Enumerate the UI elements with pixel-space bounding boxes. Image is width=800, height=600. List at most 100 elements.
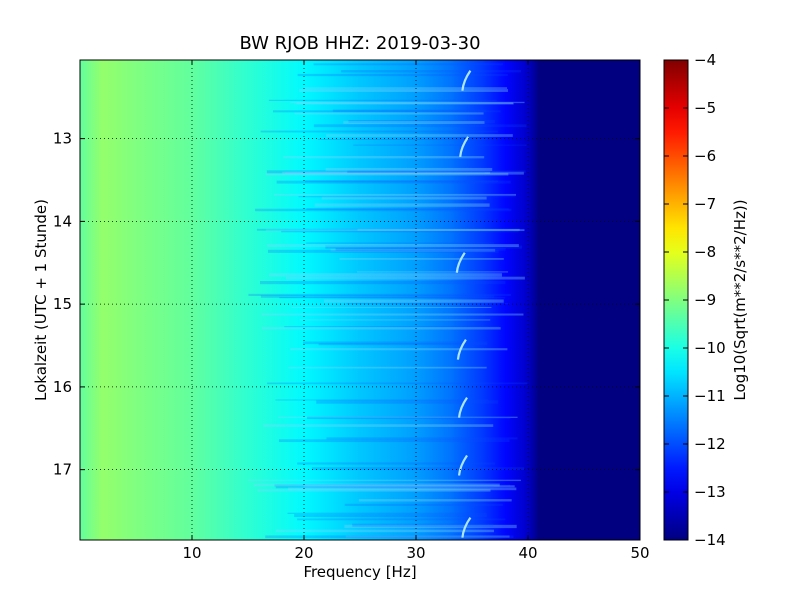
- time-band: [266, 170, 485, 174]
- colorbar-tick-label: −5: [694, 99, 716, 117]
- colorbar-tick-label: −4: [694, 51, 716, 69]
- time-band: [279, 297, 506, 299]
- time-band: [265, 229, 525, 232]
- time-band: [278, 416, 518, 418]
- time-band: [325, 245, 523, 249]
- time-band: [348, 120, 496, 124]
- time-band: [330, 248, 496, 252]
- time-band: [311, 467, 525, 471]
- colorbar-tick-label: −7: [694, 195, 716, 213]
- colorbar-tick-label: −14: [694, 531, 726, 549]
- time-band: [297, 73, 508, 77]
- time-band: [268, 99, 497, 101]
- time-band: [346, 303, 510, 305]
- colorbar-tick-label: −9: [694, 291, 716, 309]
- grid-lines: [80, 60, 640, 540]
- time-band: [282, 171, 524, 175]
- y-tick-label: 14: [53, 212, 72, 230]
- time-band: [326, 437, 518, 440]
- time-band: [345, 535, 510, 538]
- x-tick-label: 50: [630, 544, 649, 562]
- colorbar-tick-label: −12: [694, 435, 726, 453]
- tonal-line-event: [457, 396, 468, 418]
- time-band: [294, 112, 484, 115]
- time-band: [261, 313, 524, 316]
- tonal-line-event: [461, 70, 472, 91]
- time-band: [281, 230, 519, 233]
- time-band: [313, 63, 503, 66]
- time-band: [285, 171, 491, 175]
- time-band: [261, 327, 501, 330]
- time-band: [296, 102, 514, 105]
- y-axis-label: Lokalzeit (UTC + 1 Stunde): [32, 199, 50, 401]
- y-tick-label: 15: [53, 295, 72, 313]
- time-band: [317, 139, 488, 141]
- time-band: [344, 503, 503, 506]
- time-band: [284, 326, 500, 328]
- time-band: [287, 512, 487, 514]
- tonal-line-event: [461, 516, 472, 538]
- tonal-line-event: [457, 454, 468, 476]
- colorbar-tick-label: −11: [694, 387, 726, 405]
- time-band: [275, 529, 494, 533]
- time-band: [248, 293, 511, 296]
- colorbar-tick-label: −6: [694, 147, 716, 165]
- time-band: [263, 424, 494, 427]
- time-band: [260, 130, 498, 133]
- colorbar-label: Log10(Sqrt(m**2/s**2/Hz)): [731, 199, 749, 400]
- time-band: [291, 306, 492, 309]
- time-band: [256, 228, 525, 231]
- time-band: [303, 341, 488, 345]
- time-band: [278, 439, 510, 443]
- time-band: [344, 524, 517, 529]
- time-row-bands: [248, 63, 528, 539]
- time-band: [283, 156, 485, 159]
- time-band: [294, 103, 514, 105]
- time-band: [265, 535, 514, 539]
- time-band: [347, 170, 526, 173]
- time-band: [288, 366, 487, 369]
- time-band: [335, 247, 506, 251]
- time-band: [341, 70, 521, 73]
- time-band: [305, 180, 499, 183]
- time-band: [290, 101, 525, 104]
- time-band: [325, 167, 493, 171]
- y-tick-label: 16: [53, 378, 72, 396]
- time-band: [306, 242, 494, 244]
- time-band: [290, 348, 508, 351]
- x-tick-label: 30: [406, 544, 425, 562]
- time-band: [357, 228, 520, 231]
- time-band: [294, 514, 488, 518]
- colorbar-tick-label: −8: [694, 243, 716, 261]
- x-tick-label: 20: [294, 544, 313, 562]
- plot-area: [80, 60, 640, 540]
- tonal-line-event: [455, 252, 466, 273]
- time-band: [259, 281, 506, 285]
- time-band: [248, 479, 521, 482]
- time-band: [299, 319, 491, 321]
- x-axis-ticks: 10 20 30 40 50: [182, 60, 650, 562]
- time-band: [274, 484, 511, 487]
- time-band: [275, 486, 495, 489]
- time-band: [276, 180, 511, 184]
- colorbar-tick-label: −10: [694, 339, 726, 357]
- plot-frame: [79, 59, 641, 541]
- time-band: [257, 489, 491, 492]
- y-axis-ticks: 13 14 15 16 17: [53, 130, 640, 479]
- time-band: [318, 343, 488, 346]
- colorbar-ticks: −4 −5 −6 −7 −8 −9 −10 −11 −12 −13 −14: [664, 51, 726, 549]
- chart-title: BW RJOB HHZ: 2019-03-30: [239, 33, 480, 54]
- time-band: [288, 487, 517, 491]
- time-band: [273, 110, 501, 113]
- time-band: [332, 109, 487, 112]
- time-band: [303, 485, 515, 488]
- time-band: [267, 249, 499, 253]
- time-band: [314, 203, 490, 207]
- tonal-line-events: [455, 70, 472, 538]
- time-band: [267, 382, 528, 385]
- time-band: [343, 121, 485, 124]
- time-band: [253, 483, 500, 487]
- spectrogram-background: [80, 60, 640, 540]
- time-band: [306, 208, 509, 210]
